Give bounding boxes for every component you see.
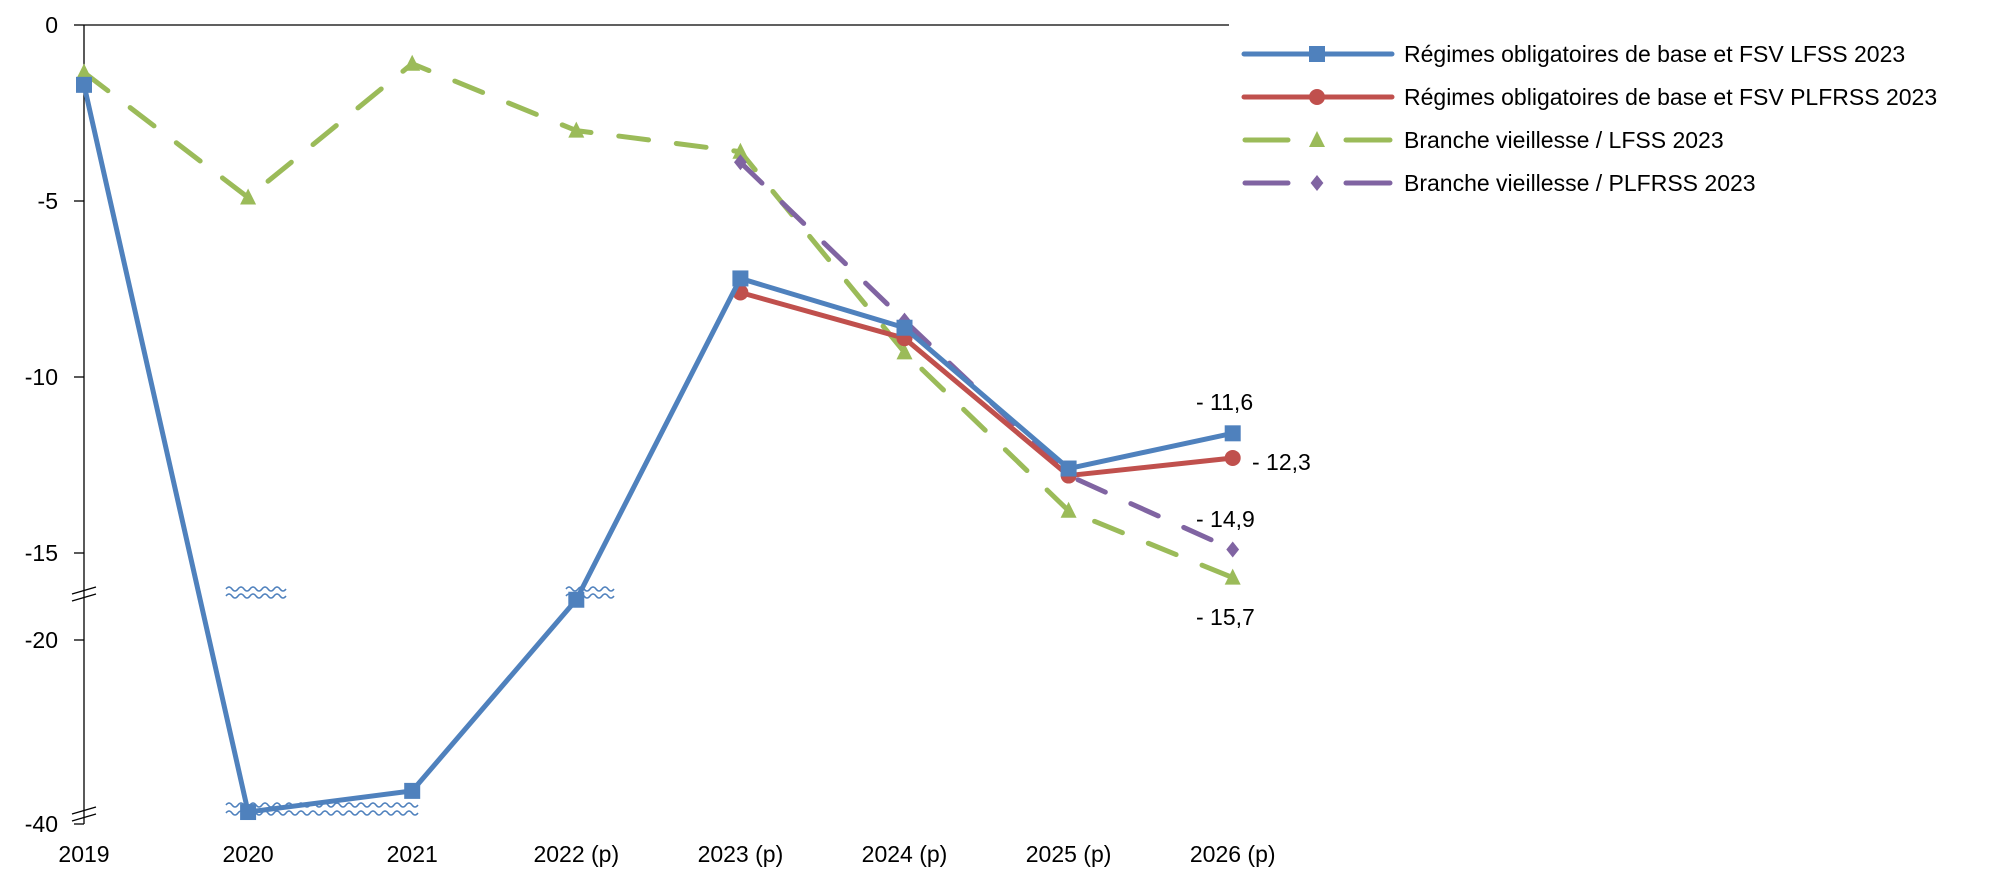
- square-marker: [1309, 46, 1325, 62]
- square-marker: [732, 270, 749, 287]
- diamond-marker: [1310, 175, 1324, 191]
- x-tick-label: 2026 (p): [1190, 841, 1276, 867]
- line-break-mark: [225, 586, 287, 592]
- x-tick-label: 2020: [223, 841, 274, 867]
- x-tick-label: 2019: [58, 841, 109, 867]
- line-break-mark: [565, 586, 615, 592]
- diamond-marker: [1226, 541, 1240, 558]
- line-break-mark: [225, 593, 287, 599]
- series-line: [81, 61, 1236, 581]
- triangle-marker: [568, 121, 585, 138]
- axis-break-mark: [71, 813, 97, 822]
- circle-marker: [1309, 89, 1325, 105]
- triangle-marker: [896, 343, 913, 360]
- square-marker: [1224, 425, 1241, 442]
- circle-marker: [1224, 449, 1241, 466]
- triangle-marker: [1309, 131, 1325, 147]
- triangle-marker: [732, 142, 749, 159]
- legend-item: Branche vieillesse / LFSS 2023: [1242, 127, 1724, 153]
- x-tick-label: 2024 (p): [862, 841, 948, 867]
- triangle-marker: [1060, 501, 1077, 518]
- legend-item: Branche vieillesse / PLFRSS 2023: [1242, 170, 1756, 196]
- series-line: [737, 290, 1236, 479]
- line-break-mark: [225, 810, 419, 816]
- series-0: [76, 76, 1241, 821]
- triangle-marker: [76, 63, 92, 80]
- x-tick-label: 2025 (p): [1026, 841, 1112, 867]
- axis-break-mark: [71, 806, 97, 815]
- series-3: [734, 154, 1240, 558]
- square-marker: [896, 319, 913, 336]
- y-tick-label: -15: [25, 540, 58, 566]
- series-1: [732, 284, 1241, 484]
- data-label: - 12,3: [1252, 449, 1311, 475]
- legend-item: Régimes obligatoires de base et FSV PLFR…: [1241, 84, 1937, 110]
- series-2: [76, 54, 1241, 585]
- data-label: - 14,9: [1196, 506, 1255, 532]
- legend-label: Régimes obligatoires de base et FSV PLFR…: [1404, 84, 1937, 110]
- series-line: [737, 159, 1236, 552]
- y-tick-label: -20: [25, 627, 58, 653]
- legend-label: Régimes obligatoires de base et FSV LFSS…: [1404, 41, 1905, 67]
- y-tick-label: -5: [38, 188, 58, 214]
- axis-break-mark: [71, 586, 97, 595]
- x-tick-label: 2022 (p): [533, 841, 619, 867]
- data-labels: - 11,6 - 12,3 - 14,9 - 15,7: [1196, 389, 1311, 630]
- y-tick-label: -40: [25, 811, 58, 837]
- y-tick-label: 0: [45, 12, 58, 38]
- square-marker: [240, 804, 257, 821]
- legend-label: Branche vieillesse / PLFRSS 2023: [1404, 170, 1756, 196]
- triangle-marker: [1224, 568, 1241, 585]
- series-group: [76, 54, 1241, 821]
- data-label: - 15,7: [1196, 604, 1255, 630]
- square-marker: [568, 591, 585, 608]
- square-marker: [404, 782, 421, 799]
- square-marker: [1060, 460, 1077, 477]
- data-label: - 11,6: [1196, 389, 1253, 415]
- legend: Régimes obligatoires de base et FSV LFSS…: [1241, 41, 1937, 196]
- x-tick-label: 2021: [387, 841, 438, 867]
- series-line: [81, 82, 1236, 815]
- y-tick-label: -10: [25, 364, 58, 390]
- axis-breaks: [71, 586, 615, 822]
- triangle-marker: [240, 188, 257, 205]
- axis-break-mark: [71, 593, 97, 602]
- triangle-marker: [404, 54, 421, 71]
- x-tick-label: 2023 (p): [698, 841, 784, 867]
- square-marker: [76, 76, 92, 93]
- diamond-marker: [734, 154, 747, 171]
- legend-item: Régimes obligatoires de base et FSV LFSS…: [1241, 41, 1905, 67]
- legend-label: Branche vieillesse / LFSS 2023: [1404, 127, 1724, 153]
